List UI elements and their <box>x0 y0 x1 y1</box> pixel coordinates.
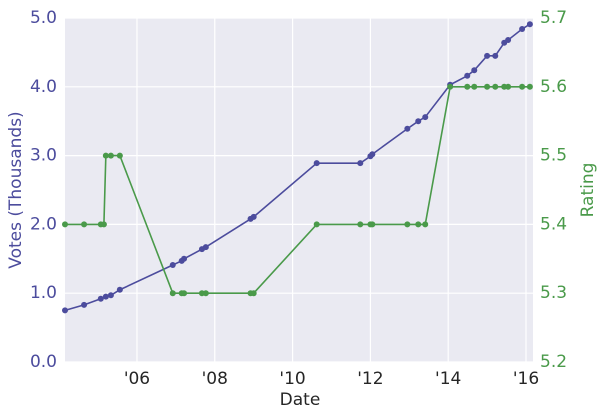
x-tick-label: '14 <box>435 369 461 389</box>
data-point <box>464 72 471 79</box>
y2-tick-label: 5.6 <box>540 77 567 97</box>
data-point <box>97 295 104 302</box>
data-point <box>404 221 411 228</box>
data-point <box>100 221 107 228</box>
x-tick-label: '08 <box>202 369 228 389</box>
y2-axis-label: Rating <box>578 163 598 218</box>
data-point <box>62 307 68 314</box>
data-point <box>181 255 188 262</box>
data-point <box>102 293 109 300</box>
data-point <box>471 67 478 74</box>
data-point <box>202 290 209 297</box>
y-tick-label: 5.0 <box>30 8 57 28</box>
data-point <box>116 286 123 293</box>
data-point <box>181 290 188 297</box>
data-point <box>107 152 114 159</box>
data-point <box>415 118 422 125</box>
data-point <box>369 151 376 158</box>
data-point <box>250 290 257 297</box>
data-point <box>369 221 376 228</box>
data-point <box>81 221 88 228</box>
x-tick-label: '12 <box>357 369 383 389</box>
data-point <box>116 152 123 159</box>
data-point <box>313 221 320 228</box>
data-point <box>313 160 320 167</box>
y-tick-label: 4.0 <box>30 77 57 97</box>
data-point <box>526 21 533 28</box>
data-point <box>102 152 109 159</box>
y-tick-label: 3.0 <box>30 146 57 166</box>
x-tick-label: '16 <box>513 369 539 389</box>
data-point <box>464 83 471 90</box>
plot-area <box>65 18 533 362</box>
data-point <box>81 301 88 308</box>
data-point <box>107 292 114 299</box>
data-point <box>519 26 526 33</box>
data-point <box>484 52 491 59</box>
data-point <box>62 221 68 228</box>
y-tick-label: 2.0 <box>30 214 57 234</box>
y2-tick-label: 5.7 <box>540 8 567 28</box>
y2-tick-label: 5.2 <box>540 352 567 372</box>
x-tick-label: '10 <box>279 369 305 389</box>
data-point <box>202 244 209 251</box>
data-point <box>404 125 411 132</box>
data-point <box>250 213 257 220</box>
data-point <box>492 52 499 59</box>
data-point <box>447 83 454 90</box>
y-tick-label: 0.0 <box>30 352 57 372</box>
data-point <box>415 221 422 228</box>
data-point <box>422 221 429 228</box>
data-point <box>526 83 533 90</box>
y2-tick-label: 5.3 <box>540 283 567 303</box>
y2-tick-label: 5.4 <box>540 214 567 234</box>
y-tick-label: 1.0 <box>30 283 57 303</box>
data-point <box>519 83 526 90</box>
data-point <box>471 83 478 90</box>
data-point <box>492 83 499 90</box>
y-axis-label: Votes (Thousands) <box>6 111 26 268</box>
data-point <box>357 160 364 167</box>
data-point <box>505 37 512 44</box>
data-point <box>169 261 176 268</box>
data-point <box>505 83 512 90</box>
data-point <box>422 114 429 121</box>
data-point <box>484 83 491 90</box>
x-axis-label: Date <box>280 390 321 410</box>
x-tick-label: '06 <box>124 369 150 389</box>
data-point <box>169 290 176 297</box>
data-point <box>357 221 364 228</box>
y2-tick-label: 5.5 <box>540 146 567 166</box>
